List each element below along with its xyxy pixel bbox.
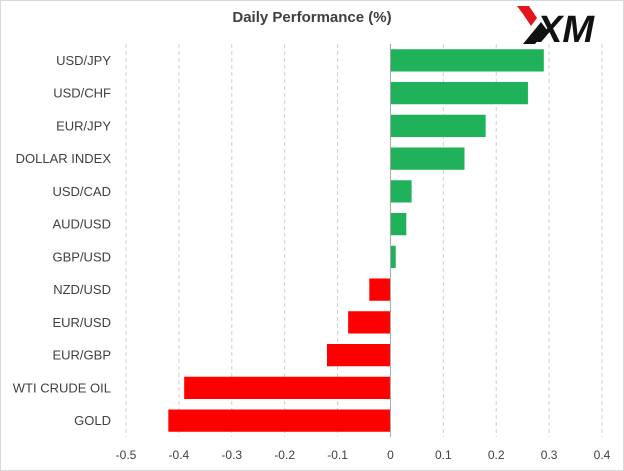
- chart-title: Daily Performance (%): [232, 9, 392, 26]
- tick-label: 0.3: [541, 448, 558, 462]
- bar: [390, 81, 528, 105]
- tick-label: -0.3: [221, 448, 242, 462]
- tick-label: -0.2: [274, 448, 295, 462]
- grid-lines: [125, 44, 603, 437]
- bar: [184, 376, 391, 400]
- category-label: NZD/USD: [53, 282, 111, 297]
- bar: [390, 49, 544, 72]
- xm-logo-text: XM: [535, 9, 595, 46]
- category-label: EUR/USD: [52, 315, 111, 330]
- category-label: GBP/USD: [52, 249, 111, 264]
- xm-logo-accent: [517, 6, 537, 26]
- bar: [326, 343, 391, 367]
- category-label: WTI CRUDE OIL: [13, 380, 111, 395]
- bar: [390, 180, 412, 203]
- category-label: AUD/USD: [52, 217, 111, 232]
- tick-label: -0.4: [169, 448, 190, 462]
- category-label: USD/CHF: [53, 86, 111, 101]
- category-label: USD/CAD: [52, 184, 111, 199]
- bar: [390, 212, 407, 236]
- xm-logo-slash: [523, 22, 547, 44]
- category-labels: USD/JPY USD/CHF EUR/JPY DOLLAR INDEX USD/CAD…: [13, 53, 112, 428]
- tick-labels: -0.5 -0.4 -0.3 -0.2 -0.1 0 0.1 0.2 0.3 0.4: [116, 448, 611, 462]
- bar: [348, 311, 391, 334]
- bar: [390, 147, 465, 170]
- category-label: EUR/GBP: [52, 348, 111, 363]
- tick-label: -0.5: [116, 448, 137, 462]
- category-label: GOLD: [74, 413, 111, 428]
- tick-label: 0: [387, 448, 394, 462]
- bar: [168, 409, 391, 432]
- tick-label: 0.4: [594, 448, 611, 462]
- bar: [369, 278, 391, 301]
- tick-label: 0.1: [435, 448, 452, 462]
- xm-logo: XM: [517, 6, 595, 46]
- bar: [390, 245, 396, 269]
- category-label: DOLLAR INDEX: [16, 151, 112, 166]
- category-label: USD/JPY: [56, 53, 111, 68]
- tick-label: -0.1: [327, 448, 348, 462]
- tick-label: 0.2: [488, 448, 505, 462]
- bar: [390, 114, 486, 138]
- category-label: EUR/JPY: [56, 118, 111, 133]
- bars: [168, 49, 544, 432]
